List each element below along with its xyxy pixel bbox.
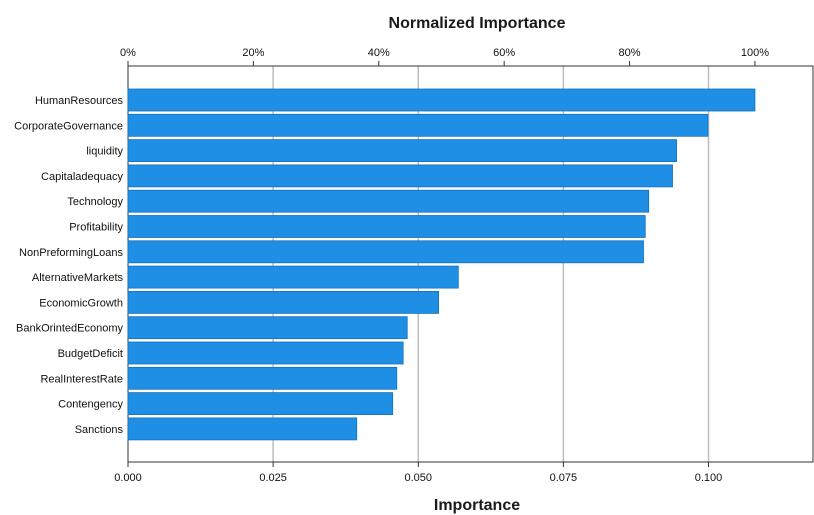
bar bbox=[127, 341, 404, 365]
bar bbox=[127, 240, 644, 264]
top-tick-label: 0% bbox=[120, 47, 136, 59]
category-labels: HumanResources CorporateGovernance liquidi… bbox=[14, 95, 123, 436]
top-tick-label: 20% bbox=[242, 47, 264, 59]
category-label: Profitability bbox=[69, 222, 123, 234]
category-label: Capitaladequacy bbox=[41, 171, 123, 183]
chart-title: Normalized Importance bbox=[389, 15, 566, 32]
bar bbox=[127, 316, 408, 340]
category-label: Technology bbox=[67, 196, 123, 208]
bar bbox=[127, 139, 677, 163]
bar bbox=[127, 113, 709, 137]
bottom-tick-label: 0.025 bbox=[259, 472, 287, 484]
category-label: Sanctions bbox=[75, 424, 124, 436]
category-label: CorporateGovernance bbox=[14, 120, 123, 132]
category-label: HumanResources bbox=[35, 95, 124, 107]
bar bbox=[127, 366, 398, 390]
top-tick-label: 40% bbox=[368, 47, 390, 59]
bar bbox=[127, 189, 650, 213]
bottom-axis: 0.000 0.025 0.050 0.075 0.100 bbox=[114, 462, 722, 484]
bar bbox=[127, 164, 673, 188]
bottom-tick-label: 0.000 bbox=[114, 472, 142, 484]
category-label: RealInterestRate bbox=[40, 373, 123, 385]
category-label: BudgetDeficit bbox=[58, 348, 123, 360]
bottom-tick-label: 0.050 bbox=[404, 472, 432, 484]
category-label: liquidity bbox=[86, 146, 123, 158]
top-tick-label: 100% bbox=[741, 47, 769, 59]
x-axis-label: Importance bbox=[434, 497, 520, 514]
bar bbox=[127, 417, 358, 441]
category-label: EconomicGrowth bbox=[39, 297, 123, 309]
bar bbox=[127, 265, 459, 289]
bottom-tick-label: 0.075 bbox=[550, 472, 578, 484]
category-label: Contengency bbox=[58, 399, 123, 411]
bar bbox=[127, 88, 756, 112]
top-tick-label: 60% bbox=[493, 47, 515, 59]
bar bbox=[127, 215, 646, 238]
plot-area bbox=[127, 65, 814, 463]
category-label: NonPreformingLoans bbox=[19, 247, 123, 259]
top-axis: 0% 20% 40% 60% 80% 100% bbox=[120, 47, 769, 66]
category-label: BankOrintedEconomy bbox=[16, 323, 123, 335]
bar bbox=[127, 392, 394, 416]
top-tick-label: 80% bbox=[619, 47, 641, 59]
bottom-tick-label: 0.100 bbox=[695, 472, 723, 484]
category-label: AlternativeMarkets bbox=[32, 272, 124, 284]
bars bbox=[127, 88, 756, 441]
bar bbox=[127, 290, 439, 314]
